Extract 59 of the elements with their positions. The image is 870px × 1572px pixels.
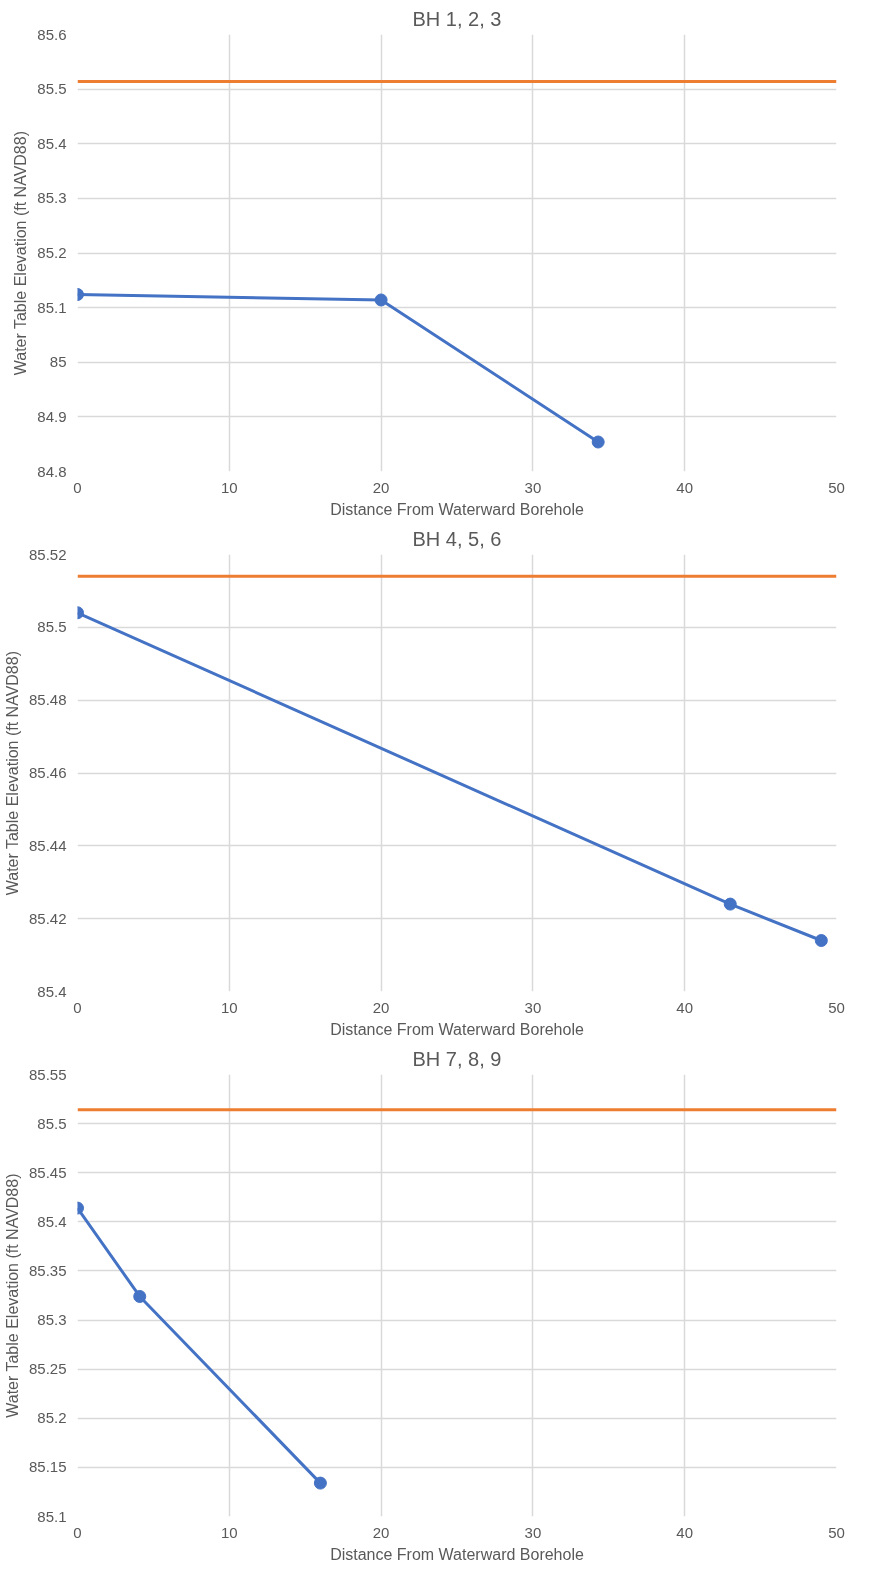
- y-tick-label: 85.4: [37, 1212, 67, 1230]
- point: [814, 934, 828, 947]
- x-tick-label: 20: [372, 478, 390, 496]
- x-tick-label: 40: [676, 1523, 694, 1541]
- y-tick-label: 84.8: [37, 462, 67, 480]
- y-tick-label: 85.3: [37, 1311, 67, 1329]
- x-tick-label: 10: [220, 478, 238, 496]
- y-tick-label: 85.4: [37, 982, 67, 1000]
- x-tick-label: 40: [676, 478, 694, 496]
- y-tick-label: 85.42: [28, 909, 67, 927]
- point: [374, 293, 388, 307]
- y-tick-label: 85.5: [37, 1114, 67, 1132]
- chart-title: BH 4, 5, 6: [412, 527, 502, 550]
- point: [133, 1289, 147, 1303]
- y-axis-title: Water Table Elevation (ft NAVD88): [3, 651, 21, 896]
- chart-title: BH 7, 8, 9: [412, 1047, 502, 1070]
- y-tick-label: 85.4: [37, 134, 67, 152]
- y-tick-label: 85: [49, 353, 67, 371]
- point: [723, 897, 737, 911]
- x-tick-label: 40: [676, 998, 694, 1016]
- y-tick-label: 85.5: [37, 80, 67, 98]
- x-tick-label: 0: [73, 478, 82, 496]
- x-tick-label: 20: [372, 1523, 390, 1541]
- x-tick-label: 30: [524, 998, 542, 1016]
- y-tick-label: 85.25: [28, 1360, 67, 1378]
- chart-title: BH 1, 2, 3: [412, 7, 502, 30]
- y-tick-label: 85.52: [28, 545, 67, 563]
- y-tick-label: 85.3: [37, 189, 67, 207]
- x-tick-label: 10: [220, 1523, 238, 1541]
- x-tick-label: 50: [828, 478, 845, 496]
- x-tick-label: 0: [73, 1523, 82, 1541]
- y-tick-label: 85.45: [28, 1163, 67, 1181]
- x-tick-label: 30: [524, 478, 542, 496]
- x-tick-label: 50: [828, 998, 845, 1016]
- y-tick-label: 85.5: [37, 618, 67, 636]
- x-axis-title: Distance From Waterward Borehole: [330, 1545, 584, 1563]
- y-tick-label: 85.6: [37, 25, 67, 43]
- y-tick-label: 85.55: [28, 1065, 67, 1083]
- y-tick-label: 85.2: [37, 244, 67, 261]
- x-tick-label: 30: [524, 1523, 542, 1541]
- x-tick-label: 10: [220, 998, 238, 1016]
- x-tick-label: 0: [73, 998, 82, 1016]
- x-axis-title: Distance From Waterward Borehole: [330, 1020, 584, 1038]
- y-axis-title: Water Table Elevation (ft NAVD88): [12, 131, 30, 376]
- y-tick-label: 85.1: [37, 1507, 67, 1525]
- y-tick-label: 85.1: [37, 298, 67, 316]
- y-tick-label: 85.46: [28, 764, 67, 781]
- y-tick-label: 85.44: [28, 836, 67, 854]
- point: [313, 1476, 327, 1490]
- y-tick-label: 84.9: [37, 407, 67, 425]
- y-axis-title: Water Table Elevation (ft NAVD88): [3, 1173, 21, 1418]
- y-tick-label: 85.35: [28, 1261, 67, 1279]
- y-tick-label: 85.2: [37, 1409, 67, 1427]
- y-tick-label: 85.15: [28, 1458, 67, 1476]
- y-tick-label: 85.48: [28, 691, 67, 709]
- point: [591, 435, 605, 449]
- x-tick-label: 50: [828, 1523, 845, 1541]
- x-tick-label: 20: [372, 998, 390, 1016]
- x-axis-title: Distance From Waterward Borehole: [330, 500, 584, 518]
